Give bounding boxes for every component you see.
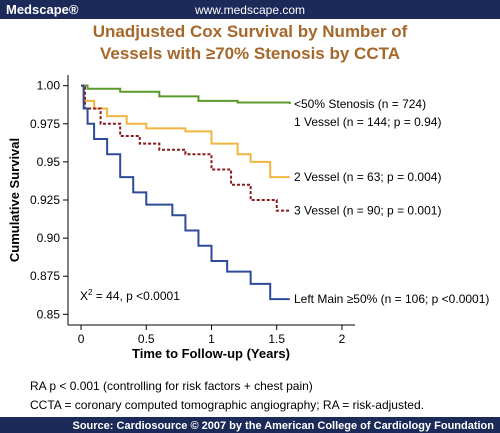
footnote: CCTA = coronary computed tomographic ang… [30, 398, 424, 412]
x-tick-label: 0.5 [138, 332, 155, 346]
survival-curve [81, 84, 290, 212]
x-tick-label: 2 [339, 332, 346, 346]
x-tick-label: 1.5 [268, 332, 285, 346]
stat-base: X [80, 289, 88, 303]
series-label: 2 Vessel (n = 63; p = 0.004) [294, 170, 441, 184]
series-label: 3 Vessel (n = 90; p = 0.001) [294, 204, 441, 218]
brand: Medscape® [6, 2, 79, 17]
footnote: RA p < 0.001 (controlling for risk facto… [30, 379, 313, 393]
survival-curve [81, 84, 290, 179]
series-label: <50% Stenosis (n = 724) [294, 97, 426, 111]
y-tick-label: 1.00 [37, 79, 61, 93]
y-tick-label: 0.875 [30, 269, 60, 283]
x-axis-label: Time to Follow-up (Years) [132, 346, 290, 361]
y-tick-label: 0.95 [37, 155, 61, 169]
x-tick-label: 0 [78, 332, 85, 346]
chart-title: Vessels with ≥70% Stenosis by CCTA [100, 44, 400, 63]
url: www.medscape.com [194, 3, 305, 17]
annotation: 1 Vessel (n = 144; p = 0.94) [294, 115, 441, 129]
source: Source: Cardiosource © 2007 by the Ameri… [73, 420, 495, 432]
y-tick-label: 0.90 [37, 231, 61, 245]
stat-rest: = 44, p <0.0001 [92, 289, 180, 303]
y-tick-label: 0.85 [37, 307, 61, 321]
survival-curve [81, 84, 290, 301]
survival-curve [81, 84, 291, 104]
footer-bar [0, 417, 500, 433]
y-axis-label: Cumulative Survival [7, 138, 22, 262]
y-tick-label: 0.975 [30, 117, 60, 131]
chart-title: Unadjusted Cox Survival by Number of [93, 22, 408, 41]
series-label: Left Main ≥50% (n = 106; p <0.0001) [294, 292, 489, 306]
stat-annotation: X2 = 44, p <0.0001 [80, 288, 180, 303]
x-tick-label: 1 [208, 332, 215, 346]
stat-sup: 2 [88, 288, 93, 297]
y-tick-label: 0.925 [30, 193, 60, 207]
header-bar [0, 0, 500, 19]
